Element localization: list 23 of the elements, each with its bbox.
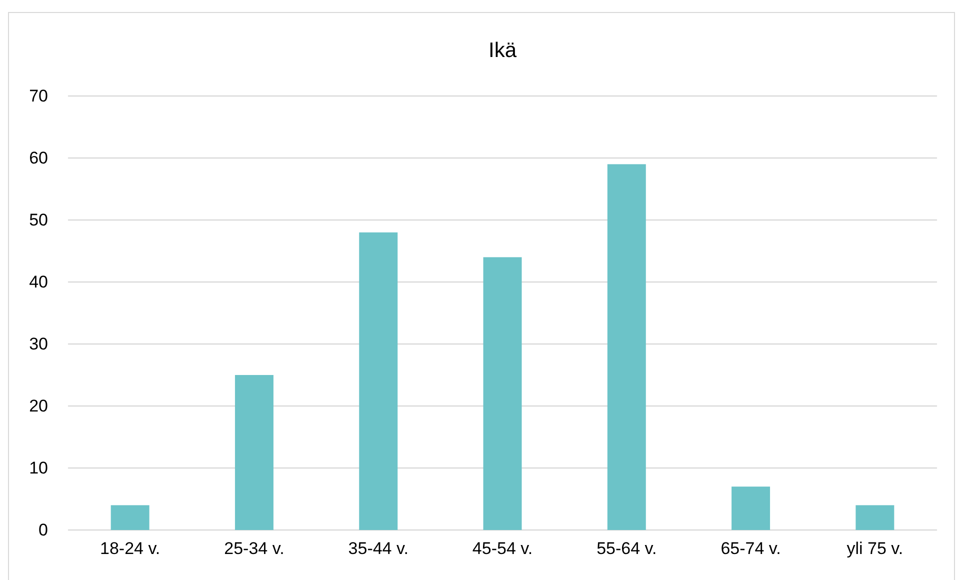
- y-tick-label: 20: [29, 396, 48, 416]
- bar: [234, 375, 274, 530]
- x-tick-label: 55-64 v.: [596, 539, 657, 558]
- bar: [359, 232, 398, 530]
- x-tick-label: yli 75 v.: [846, 539, 904, 558]
- x-tick-label: 18-24 v.: [100, 539, 160, 558]
- y-tick-label: 70: [29, 86, 48, 106]
- x-tick-label: 65-74 v.: [720, 539, 781, 558]
- bar: [607, 164, 646, 530]
- y-tick-label: 40: [29, 272, 48, 292]
- x-tick-label: 35-44 v.: [348, 539, 408, 558]
- y-tick-label: 30: [29, 334, 48, 354]
- y-tick-label: 50: [29, 210, 48, 230]
- bar: [856, 505, 894, 530]
- bar: [483, 257, 522, 530]
- chart-title: Ikä: [488, 39, 517, 62]
- y-tick-label: 60: [29, 148, 48, 168]
- bar: [110, 505, 150, 530]
- x-tick-label: 25-34 v.: [224, 539, 284, 558]
- bar: [732, 486, 770, 530]
- y-tick-label: 0: [38, 520, 48, 540]
- y-tick-label: 10: [29, 458, 48, 478]
- x-tick-label: 45-54 v.: [472, 539, 533, 558]
